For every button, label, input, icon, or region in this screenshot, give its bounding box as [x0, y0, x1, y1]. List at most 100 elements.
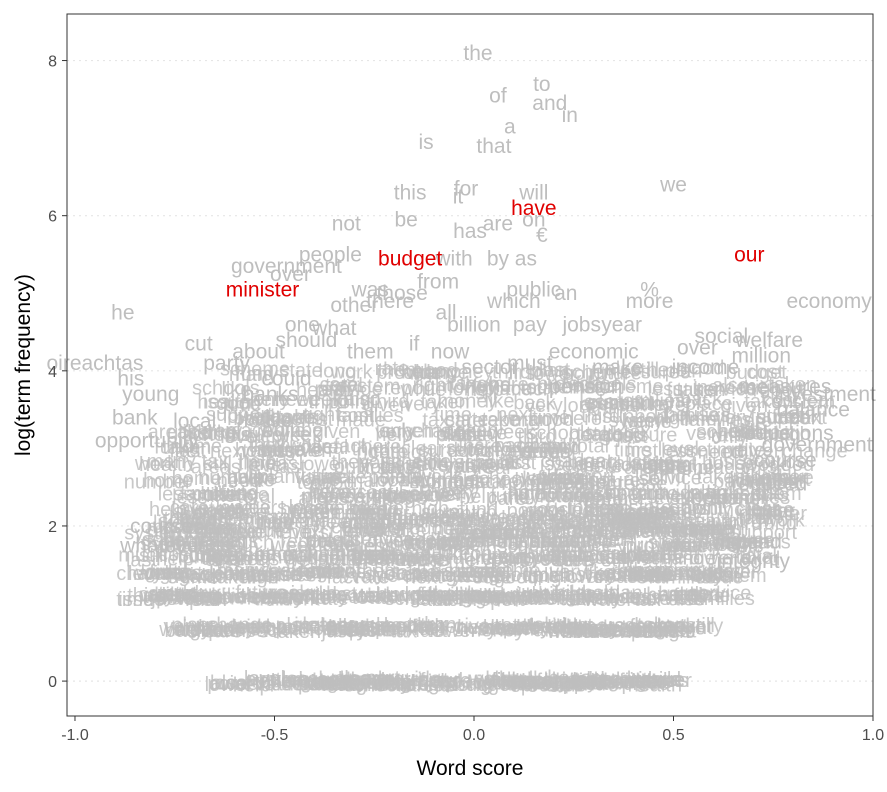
term-label: sure: [467, 584, 506, 606]
term-label: given: [453, 615, 501, 637]
term-label: fund: [149, 561, 188, 583]
term-label: total: [584, 498, 622, 520]
term-label: reductions: [737, 422, 834, 445]
term-label: economy: [786, 290, 872, 313]
term-label: level: [658, 438, 699, 460]
term-label: and: [532, 92, 567, 115]
term-label: of: [489, 84, 507, 107]
term-label: third: [308, 392, 347, 414]
term-label: only: [505, 546, 542, 568]
term-label: home: [501, 473, 551, 495]
term-label: provide: [376, 362, 442, 384]
term-label: third: [314, 671, 353, 693]
term-label: just: [747, 500, 780, 522]
term-label: money: [434, 361, 494, 383]
term-label: local: [307, 437, 348, 459]
term-label: years: [238, 497, 287, 519]
term-label: help: [691, 487, 729, 509]
term-label: years: [355, 543, 404, 565]
term-label: water: [502, 671, 552, 693]
term-label: health: [628, 674, 683, 696]
term-label: health: [357, 549, 412, 571]
term-label: third: [492, 362, 531, 384]
term-label: many: [255, 587, 304, 609]
term-label: taken: [569, 588, 618, 610]
term-label: care: [488, 488, 527, 510]
term-label: less: [568, 500, 604, 522]
term-label: water: [535, 545, 585, 567]
term-label: right: [613, 509, 652, 531]
term-label: very: [518, 441, 556, 463]
term-label: system: [207, 545, 270, 567]
term-label: like: [208, 423, 238, 445]
term-label: take: [572, 669, 610, 691]
term-label: on: [522, 209, 545, 232]
term-label: state: [148, 583, 191, 605]
term-label: like: [455, 585, 485, 607]
term-label: back: [245, 620, 288, 642]
term-label: health: [681, 519, 736, 541]
term-label: made: [456, 560, 506, 582]
term-label: years: [185, 512, 234, 534]
term-label: like: [281, 423, 311, 445]
term-label: given: [227, 467, 275, 489]
term-label: house: [665, 404, 720, 426]
term-label: good: [419, 670, 464, 692]
term-label: lower: [429, 620, 477, 642]
term-label: cost: [638, 500, 675, 522]
term-label: high: [514, 470, 552, 492]
term-label: many: [551, 545, 600, 567]
term-label: taken: [199, 530, 248, 552]
term-label: water: [158, 619, 208, 641]
term-label: lower: [613, 547, 661, 569]
term-label: cuts: [384, 670, 421, 692]
term-label: right: [417, 674, 456, 696]
term-label: part: [366, 668, 401, 690]
term-label: total: [325, 375, 363, 397]
term-label: need: [589, 523, 634, 545]
term-label: like: [206, 485, 236, 507]
y-tick-label: 2: [48, 519, 57, 536]
y-tick-label: 6: [48, 209, 57, 226]
term-label: fact: [707, 562, 740, 584]
term-label: here: [328, 619, 368, 641]
term-label: them: [141, 533, 185, 555]
term-label: still: [611, 518, 640, 540]
term-label: tax: [202, 451, 229, 473]
term-label: level: [322, 674, 363, 696]
term-label: state: [632, 453, 675, 475]
term-label: future: [667, 380, 718, 402]
term-label: work: [609, 586, 653, 608]
term-label: just: [615, 426, 648, 448]
term-label: next: [288, 522, 326, 544]
term-label: taken: [292, 502, 341, 524]
term-label: support: [542, 673, 609, 695]
term-label: water: [231, 565, 281, 587]
x-tick-label: 1.0: [862, 727, 884, 744]
term-label: them: [727, 470, 771, 492]
term-label: help: [149, 499, 187, 521]
term-label: they: [503, 487, 541, 509]
term-label: they: [240, 585, 278, 607]
term-label: cuts: [205, 549, 242, 571]
term-label: cuts: [193, 484, 230, 506]
term-label: here: [732, 410, 772, 432]
term-label: change: [619, 547, 685, 569]
term-label: house: [721, 529, 776, 551]
term-label: take: [482, 409, 520, 431]
term-label: local: [380, 563, 421, 585]
term-label: help: [227, 466, 265, 488]
term-label: number: [578, 488, 646, 510]
term-label: value: [241, 440, 289, 462]
term-label: third: [127, 585, 166, 607]
term-label: scheme: [471, 560, 541, 582]
term-label: system: [772, 392, 835, 414]
term-label: water: [489, 618, 539, 640]
term-label: areas: [741, 422, 791, 444]
term-label: state: [318, 549, 361, 571]
term-label: fact: [431, 589, 464, 611]
term-label: them: [347, 340, 394, 363]
term-label: very: [441, 483, 479, 505]
term-label: value: [238, 520, 286, 542]
term-label: work: [762, 510, 806, 532]
